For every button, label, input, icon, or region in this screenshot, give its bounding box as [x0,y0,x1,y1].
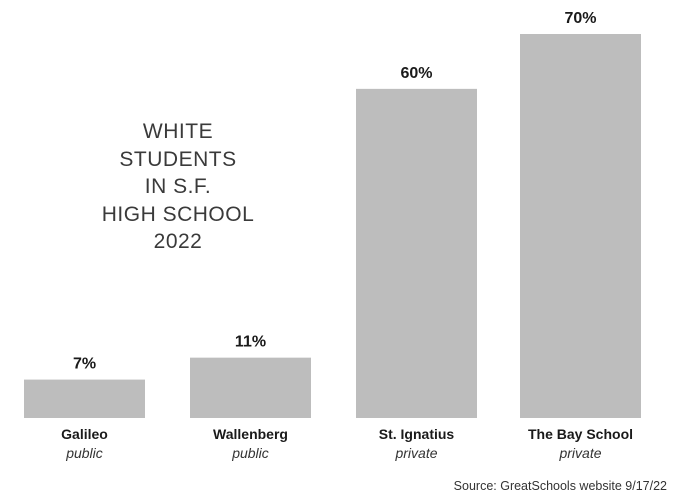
data-label: 7% [73,356,96,373]
category-label: Galileo [61,426,108,442]
chart-title-line: STUDENTS [119,147,237,171]
data-label: 60% [400,65,432,82]
category-sublabel: public [231,445,269,461]
chart-title-line: WHITE [142,120,214,143]
category-sublabel: public [65,445,103,461]
chart-title-line: IN S.F. [144,175,212,198]
chart-title: WHITE STUDENTS IN S.F. HIGH SCHOOL 2022 [78,118,278,256]
chart-title-line: 2022 [153,230,203,253]
category-label: Wallenberg [213,426,288,442]
bar [190,357,311,418]
category-label: The Bay School [528,426,633,442]
data-label: 70% [564,10,596,27]
bar [356,88,477,418]
category-sublabel: private [558,445,601,461]
source-note: Source: GreatSchools website 9/17/22 [453,479,667,493]
category-label: St. Ignatius [379,426,455,442]
data-label: 11% [235,334,266,351]
bar [520,34,641,418]
bar [24,379,145,418]
category-sublabel: private [394,445,437,461]
chart-title-line: HIGH SCHOOL [101,202,255,226]
